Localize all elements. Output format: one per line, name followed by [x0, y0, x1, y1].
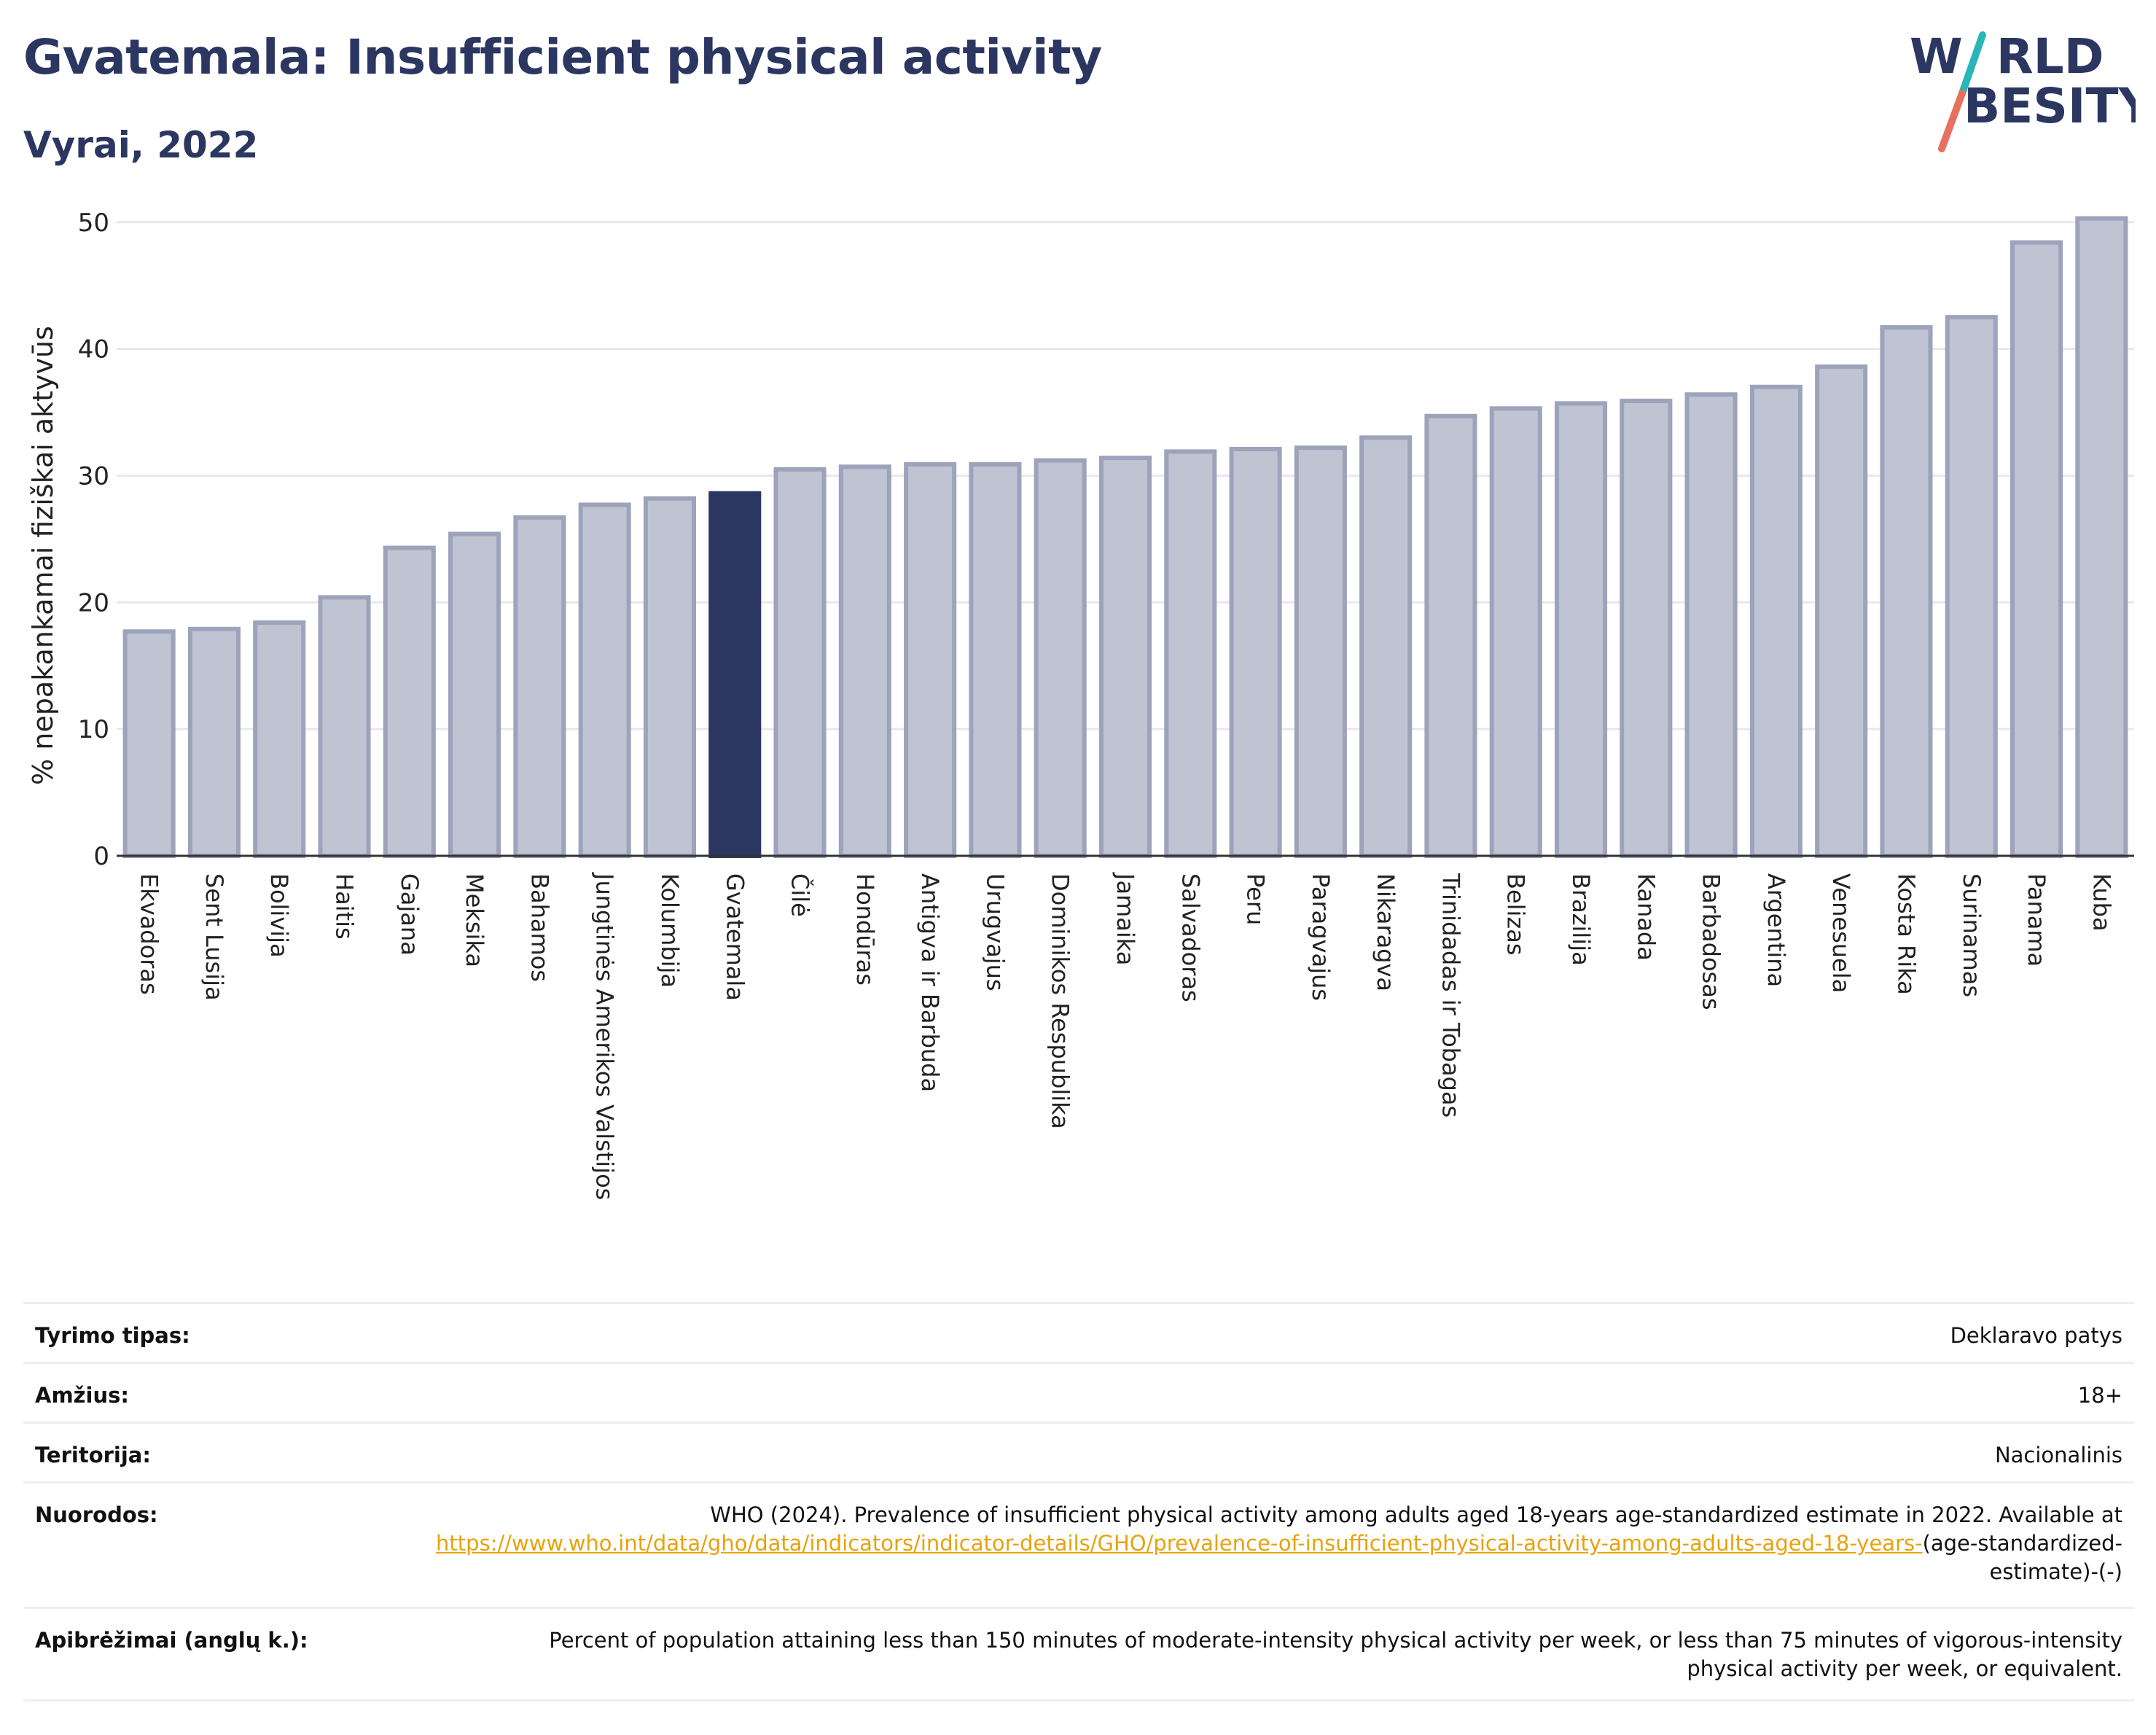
y-tick-label: 40	[78, 335, 109, 364]
references-label: Nuorodos:	[35, 1502, 158, 1527]
bar-2	[253, 620, 306, 858]
logo-slash-top	[1958, 31, 1986, 97]
bar-26	[1815, 364, 1868, 858]
x-tick-label: Jungtinės Amerikos Valstijos	[591, 872, 619, 1200]
chart-subtitle: Vyrai, 2022	[23, 124, 259, 166]
world-obesity-logo: W RLD BESITY	[1910, 28, 2136, 152]
definitions-value: Percent of population attaining less tha…	[549, 1628, 2122, 1681]
y-tick-label: 20	[78, 588, 109, 617]
y-axis-ticks: 0 10 20 30 40 50	[78, 208, 109, 871]
bar-15	[1098, 456, 1152, 858]
territory-label: Teritorija:	[35, 1443, 151, 1467]
bar-10	[773, 467, 827, 858]
bar-23	[1620, 398, 1673, 858]
bar-14	[1034, 458, 1087, 858]
logo-word-2: BESITY	[1964, 78, 2136, 134]
x-tick-label: Venesuela	[1827, 873, 1855, 993]
bar-0	[122, 629, 176, 858]
x-tick-label: Trinidadas ir Tobagas	[1437, 873, 1464, 1118]
bar-chart: 0 10 20 30 40 50 Ekvadoras Sent Lusija Bolivija…	[27, 208, 2134, 1200]
x-tick-label: Meksika	[461, 873, 488, 967]
bar-1	[187, 626, 241, 858]
x-tick-label: Kolumbija	[656, 873, 684, 988]
meta-row-survey: Tyrimo tipas: Deklaravo patys	[23, 1302, 2134, 1362]
age-label: Amžius:	[35, 1383, 129, 1408]
x-tick-label: Antigva ir Barbuda	[916, 873, 944, 1092]
x-tick-label: Jamaika	[1112, 872, 1139, 965]
bar-29	[2010, 240, 2063, 859]
age-value: 18+	[2077, 1383, 2122, 1408]
x-tick-label: Belizas	[1502, 873, 1530, 956]
y-axis-label: % nepakankamai fiziškai aktyvūs	[27, 326, 59, 785]
bar-7	[578, 502, 631, 858]
bar-21	[1489, 406, 1542, 858]
meta-row-territory: Teritorija: Nacionalinis	[23, 1422, 2134, 1481]
y-tick-label: 0	[93, 842, 109, 871]
x-tick-label: Ekvadoras	[136, 873, 163, 995]
x-tick-label: Čilė	[786, 873, 815, 917]
bar-3	[318, 595, 371, 858]
logo-slash-bottom	[1938, 90, 1966, 152]
x-tick-label: Gvatemala	[721, 873, 749, 1001]
references-suffix: (age-standardized-estimate)-(-)	[1922, 1531, 2122, 1584]
x-tick-label: Barbadosas	[1698, 873, 1725, 1010]
survey-label: Tyrimo tipas:	[35, 1323, 190, 1348]
bar-16	[1164, 449, 1217, 858]
y-tick-label: 50	[78, 208, 109, 238]
x-tick-label: Panama	[2023, 873, 2050, 967]
bar-8	[643, 496, 697, 858]
references-link[interactable]: https://www.who.int/data/gho/data/indica…	[436, 1531, 1923, 1556]
meta-row-age: Amžius: 18+	[23, 1362, 2134, 1422]
y-tick-label: 10	[78, 715, 109, 744]
bar-9	[708, 491, 762, 858]
bar-22	[1554, 401, 1608, 858]
metadata-table: Tyrimo tipas: Deklaravo patys Amžius: 18…	[23, 1302, 2134, 1701]
bar-6	[513, 515, 566, 858]
bar-12	[904, 461, 957, 858]
x-tick-label: Dominikos Respublika	[1047, 873, 1074, 1129]
x-tick-label: Argentina	[1762, 873, 1790, 987]
chart-title: Gvatemala: Insufficient physical activit…	[23, 29, 1102, 85]
x-tick-label: Salvadoras	[1176, 873, 1204, 1002]
x-tick-label: Brazilija	[1567, 873, 1595, 966]
bar-11	[838, 464, 891, 858]
x-tick-label: Peru	[1242, 873, 1270, 925]
x-tick-label: Kanada	[1632, 873, 1660, 961]
bar-24	[1684, 392, 1738, 858]
y-tick-label: 30	[78, 461, 109, 491]
definitions-label: Apibrėžimai (anglų k.):	[35, 1628, 308, 1653]
x-tick-label: Kosta Rika	[1892, 873, 1920, 995]
bar-28	[1945, 315, 1998, 858]
x-tick-label: Hondūras	[851, 873, 879, 986]
bar-30	[2075, 216, 2128, 858]
x-tick-label: Bahamos	[526, 873, 553, 982]
bar-18	[1294, 445, 1347, 858]
x-tick-label: Surinamas	[1958, 873, 1985, 997]
bar-20	[1424, 413, 1477, 858]
bar-4	[383, 545, 436, 858]
x-tick-label: Bolivija	[265, 873, 293, 958]
x-tick-label: Paragvajus	[1307, 873, 1335, 1001]
x-tick-label: Urugvajus	[981, 873, 1009, 991]
x-tick-label: Haitis	[331, 873, 359, 940]
survey-value: Deklaravo patys	[1950, 1323, 2122, 1348]
bar-27	[1880, 325, 1933, 858]
bar-17	[1229, 446, 1282, 858]
x-tick-label: Nikaragva	[1372, 873, 1399, 991]
references-value: WHO (2024). Prevalence of insufficient p…	[373, 1501, 2122, 1586]
territory-value: Nacionalinis	[1994, 1443, 2122, 1467]
x-axis-labels: Ekvadoras Sent Lusija Bolivija Haitis Gajana…	[136, 872, 2116, 1200]
bars	[122, 216, 2128, 859]
meta-row-references: Nuorodos: WHO (2024). Prevalence of insu…	[23, 1481, 2134, 1607]
x-tick-label: Sent Lusija	[200, 873, 228, 1001]
meta-row-definitions: Apibrėžimai (anglų k.): Percent of popul…	[23, 1607, 2134, 1701]
bar-25	[1749, 384, 1802, 858]
logo-word-1: W RLD	[1910, 28, 2104, 85]
bar-5	[448, 531, 501, 859]
x-tick-label: Kuba	[2087, 873, 2115, 932]
bar-13	[969, 461, 1022, 858]
references-text: WHO (2024). Prevalence of insufficient p…	[710, 1502, 2122, 1527]
bar-19	[1359, 435, 1413, 858]
x-tick-label: Gajana	[396, 873, 423, 956]
